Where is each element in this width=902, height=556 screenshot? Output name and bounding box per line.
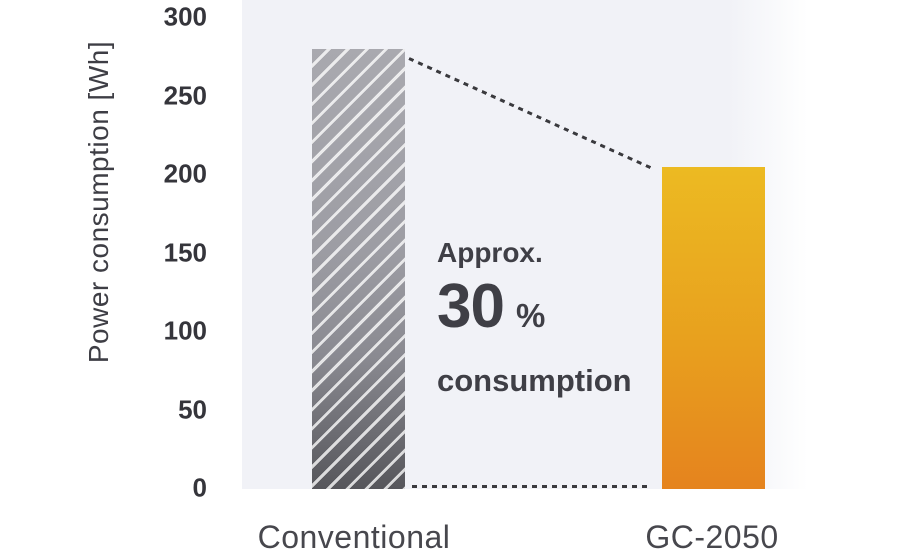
y-tick-label: 150 — [163, 237, 207, 268]
annotation-value-row: 30% — [437, 276, 632, 354]
annotation-value: 30 — [437, 272, 505, 341]
y-tick-label: 300 — [163, 1, 207, 32]
plot-area — [242, 0, 808, 489]
y-tick-label: 100 — [163, 315, 207, 346]
x-category-label-conventional: Conventional — [257, 519, 451, 555]
bar-gc2050 — [662, 167, 765, 489]
annotation-suffix: consumption — [437, 363, 632, 398]
y-tick-label: 200 — [163, 158, 207, 189]
y-tick-label: 250 — [163, 80, 207, 111]
y-tick-label: 50 — [178, 394, 207, 425]
bar-conventional — [312, 49, 405, 489]
y-tick-label: 0 — [192, 472, 207, 503]
dotted-line-bottom — [412, 485, 650, 488]
x-category-label-gc2050: GC-2050 — [645, 519, 779, 555]
annotation-unit: % — [515, 297, 546, 334]
savings-annotation: Approx. 30% consumption — [437, 236, 632, 400]
annotation-prefix: Approx. — [437, 237, 543, 268]
